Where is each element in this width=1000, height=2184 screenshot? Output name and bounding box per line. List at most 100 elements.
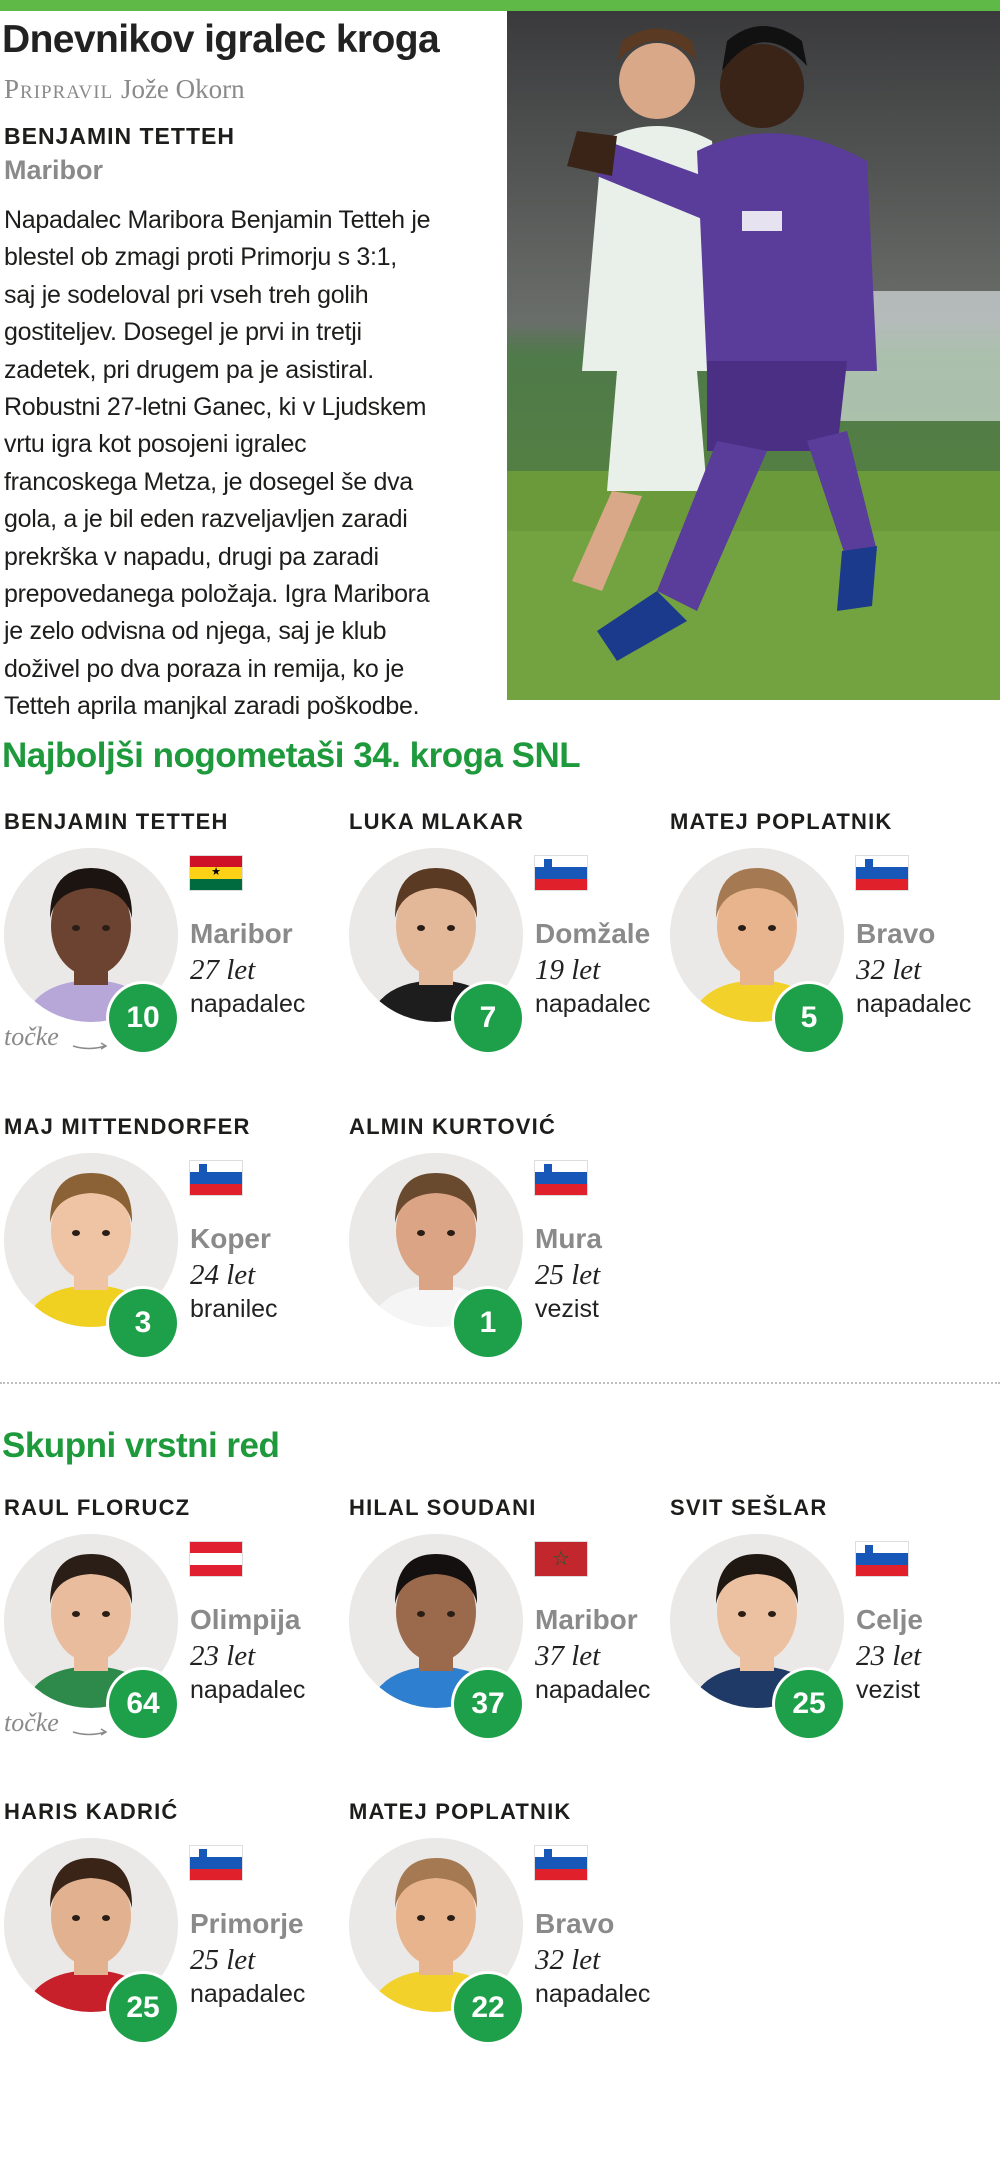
- section-heading: Najboljši nogometaši 34. kroga SNL: [2, 736, 581, 775]
- player-position: napadalec: [856, 990, 972, 1018]
- player-name: RAUL FLORUCZ: [4, 1495, 191, 1520]
- player-name: MATEJ POPLATNIK: [670, 809, 893, 834]
- flag-slovenia-icon: [535, 1161, 587, 1195]
- player-age: 24 let: [190, 1259, 256, 1291]
- byline-prefix: Pripravil: [4, 74, 114, 104]
- player-age: 25 let: [535, 1259, 601, 1291]
- flag-slovenia-icon: [535, 856, 587, 890]
- points-badge: 3: [109, 1289, 177, 1357]
- player-position: napadalec: [535, 1676, 651, 1704]
- player-position: branilec: [190, 1295, 278, 1323]
- player-name: LUKA MLAKAR: [349, 809, 524, 834]
- description-line: Robustni 27-letni Ganec, ki v Ljudskem: [4, 393, 427, 422]
- player-photo: [349, 1534, 523, 1708]
- points-badge: 37: [454, 1670, 522, 1738]
- player-photo: [349, 1838, 523, 2012]
- flag-slovenia-icon: [856, 856, 908, 890]
- player-age: 19 let: [535, 954, 601, 986]
- player-age: 23 let: [856, 1640, 922, 1672]
- points-badge: 5: [775, 984, 843, 1052]
- description-line: zadetek, pri drugem pa je asistiral.: [4, 355, 374, 384]
- featured-player-photo: [507, 11, 1000, 700]
- page-title: Dnevnikov igralec kroga: [2, 18, 440, 61]
- featured-player-club: Maribor: [4, 155, 104, 185]
- player-card: MAJ MITTENDORFER Koper 24 let branilec 3: [0, 1113, 330, 1393]
- description-line: vrtu igra kot posojeni igralec: [4, 430, 307, 459]
- player-name: ALMIN KURTOVIĆ: [349, 1114, 557, 1139]
- featured-player-name: BENJAMIN TETTEH: [4, 123, 235, 149]
- player-club: Maribor: [190, 918, 293, 949]
- player-card: HARIS KADRIĆ Primorje 25 let napadalec 25: [0, 1798, 330, 2078]
- description-line: prepovedanega položaja. Igra Maribora: [4, 580, 430, 609]
- player-club: Primorje: [190, 1908, 304, 1939]
- player-card: BENJAMIN TETTEH ★ Maribor 27 let napadalec 10…: [0, 808, 330, 1088]
- flag-slovenia-icon: [190, 1161, 242, 1195]
- flag-morocco-icon: ☆: [535, 1542, 587, 1576]
- player-club: Mura: [535, 1223, 602, 1254]
- description-line: je zelo odvisna od njega, saj je klub: [4, 617, 387, 646]
- player-card: SVIT SEŠLAR Celje 23 let vezist 25: [666, 1494, 996, 1774]
- section-heading: Skupni vrstni red: [2, 1426, 280, 1465]
- player-card: RAUL FLORUCZ Olimpija 23 let napadalec 64 toč…: [0, 1494, 330, 1774]
- description-line: saj je sodeloval pri vseh treh golih: [4, 280, 369, 309]
- player-photo: [4, 1153, 178, 1327]
- flag-slovenia-icon: [190, 1846, 242, 1880]
- description-line: prekrška v napadu, drugi pa zaradi: [4, 542, 379, 571]
- player-club: Koper: [190, 1223, 271, 1254]
- points-label: točke: [4, 1708, 59, 1737]
- player-card: ALMIN KURTOVIĆ Mura 25 let vezist 1: [345, 1113, 675, 1393]
- player-photo: [670, 848, 844, 1022]
- player-name: HARIS KADRIĆ: [4, 1799, 179, 1824]
- description-line: gola, a je bil eden razveljavljen zaradi: [4, 505, 408, 534]
- description-line: gostiteljev. Dosegel je prvi in tretji: [4, 318, 362, 347]
- description-line: blestel ob zmagi proti Primorju s 3:1,: [4, 243, 397, 272]
- player-club: Maribor: [535, 1604, 638, 1635]
- player-position: napadalec: [535, 990, 651, 1018]
- player-card: LUKA MLAKAR Domžale 19 let napadalec 7: [345, 808, 675, 1088]
- player-position: napadalec: [190, 990, 306, 1018]
- player-age: 37 let: [535, 1640, 601, 1672]
- points-badge: 22: [454, 1974, 522, 2042]
- player-position: napadalec: [190, 1980, 306, 2008]
- section-divider: [0, 1382, 1000, 1384]
- player-card: HILAL SOUDANI ☆ Maribor 37 let napadalec 37: [345, 1494, 675, 1774]
- byline: Pripravil Jože Okorn: [4, 74, 245, 105]
- player-card: MATEJ POPLATNIK Bravo 32 let napadalec 5: [666, 808, 996, 1088]
- description-line: Napadalec Maribora Benjamin Tetteh je: [4, 206, 431, 234]
- player-photo: [349, 848, 523, 1022]
- accent-bar: [0, 0, 1000, 11]
- flag-slovenia-icon: [856, 1542, 908, 1576]
- player-age: 32 let: [535, 1944, 601, 1976]
- player-position: napadalec: [535, 1980, 651, 2008]
- description-line: francoskega Metza, je dosegel še dva: [4, 467, 413, 496]
- arrow-icon: [72, 1042, 108, 1050]
- player-club: Olimpija: [190, 1604, 301, 1635]
- flag-slovenia-icon: [535, 1846, 587, 1880]
- player-name: SVIT SEŠLAR: [670, 1495, 828, 1520]
- byline-author: Jože Okorn: [120, 74, 245, 104]
- featured-description: Napadalec Maribora Benjamin Tetteh je ble…: [4, 202, 504, 726]
- player-club: Celje: [856, 1604, 923, 1635]
- player-name: MAJ MITTENDORFER: [4, 1114, 251, 1139]
- points-badge: 10: [109, 984, 177, 1052]
- player-name: BENJAMIN TETTEH: [4, 809, 229, 834]
- player-position: napadalec: [190, 1676, 306, 1704]
- points-badge: 7: [454, 984, 522, 1052]
- arrow-icon: [72, 1728, 108, 1736]
- player-name: HILAL SOUDANI: [349, 1495, 537, 1520]
- points-label: točke: [4, 1022, 59, 1051]
- player-club: Domžale: [535, 918, 651, 949]
- flag-austria-icon: [190, 1542, 242, 1576]
- player-card: MATEJ POPLATNIK Bravo 32 let napadalec 22: [345, 1798, 675, 2078]
- points-badge: 25: [109, 1974, 177, 2042]
- player-age: 25 let: [190, 1944, 256, 1976]
- points-badge: 1: [454, 1289, 522, 1357]
- player-name: MATEJ POPLATNIK: [349, 1799, 572, 1824]
- points-badge: 25: [775, 1670, 843, 1738]
- player-position: vezist: [856, 1676, 920, 1704]
- player-position: vezist: [535, 1295, 599, 1323]
- player-age: 27 let: [190, 954, 256, 986]
- description-line: doživel po dva poraza in remija, ko je: [4, 654, 404, 683]
- player-club: Bravo: [535, 1908, 615, 1939]
- player-club: Bravo: [856, 918, 936, 949]
